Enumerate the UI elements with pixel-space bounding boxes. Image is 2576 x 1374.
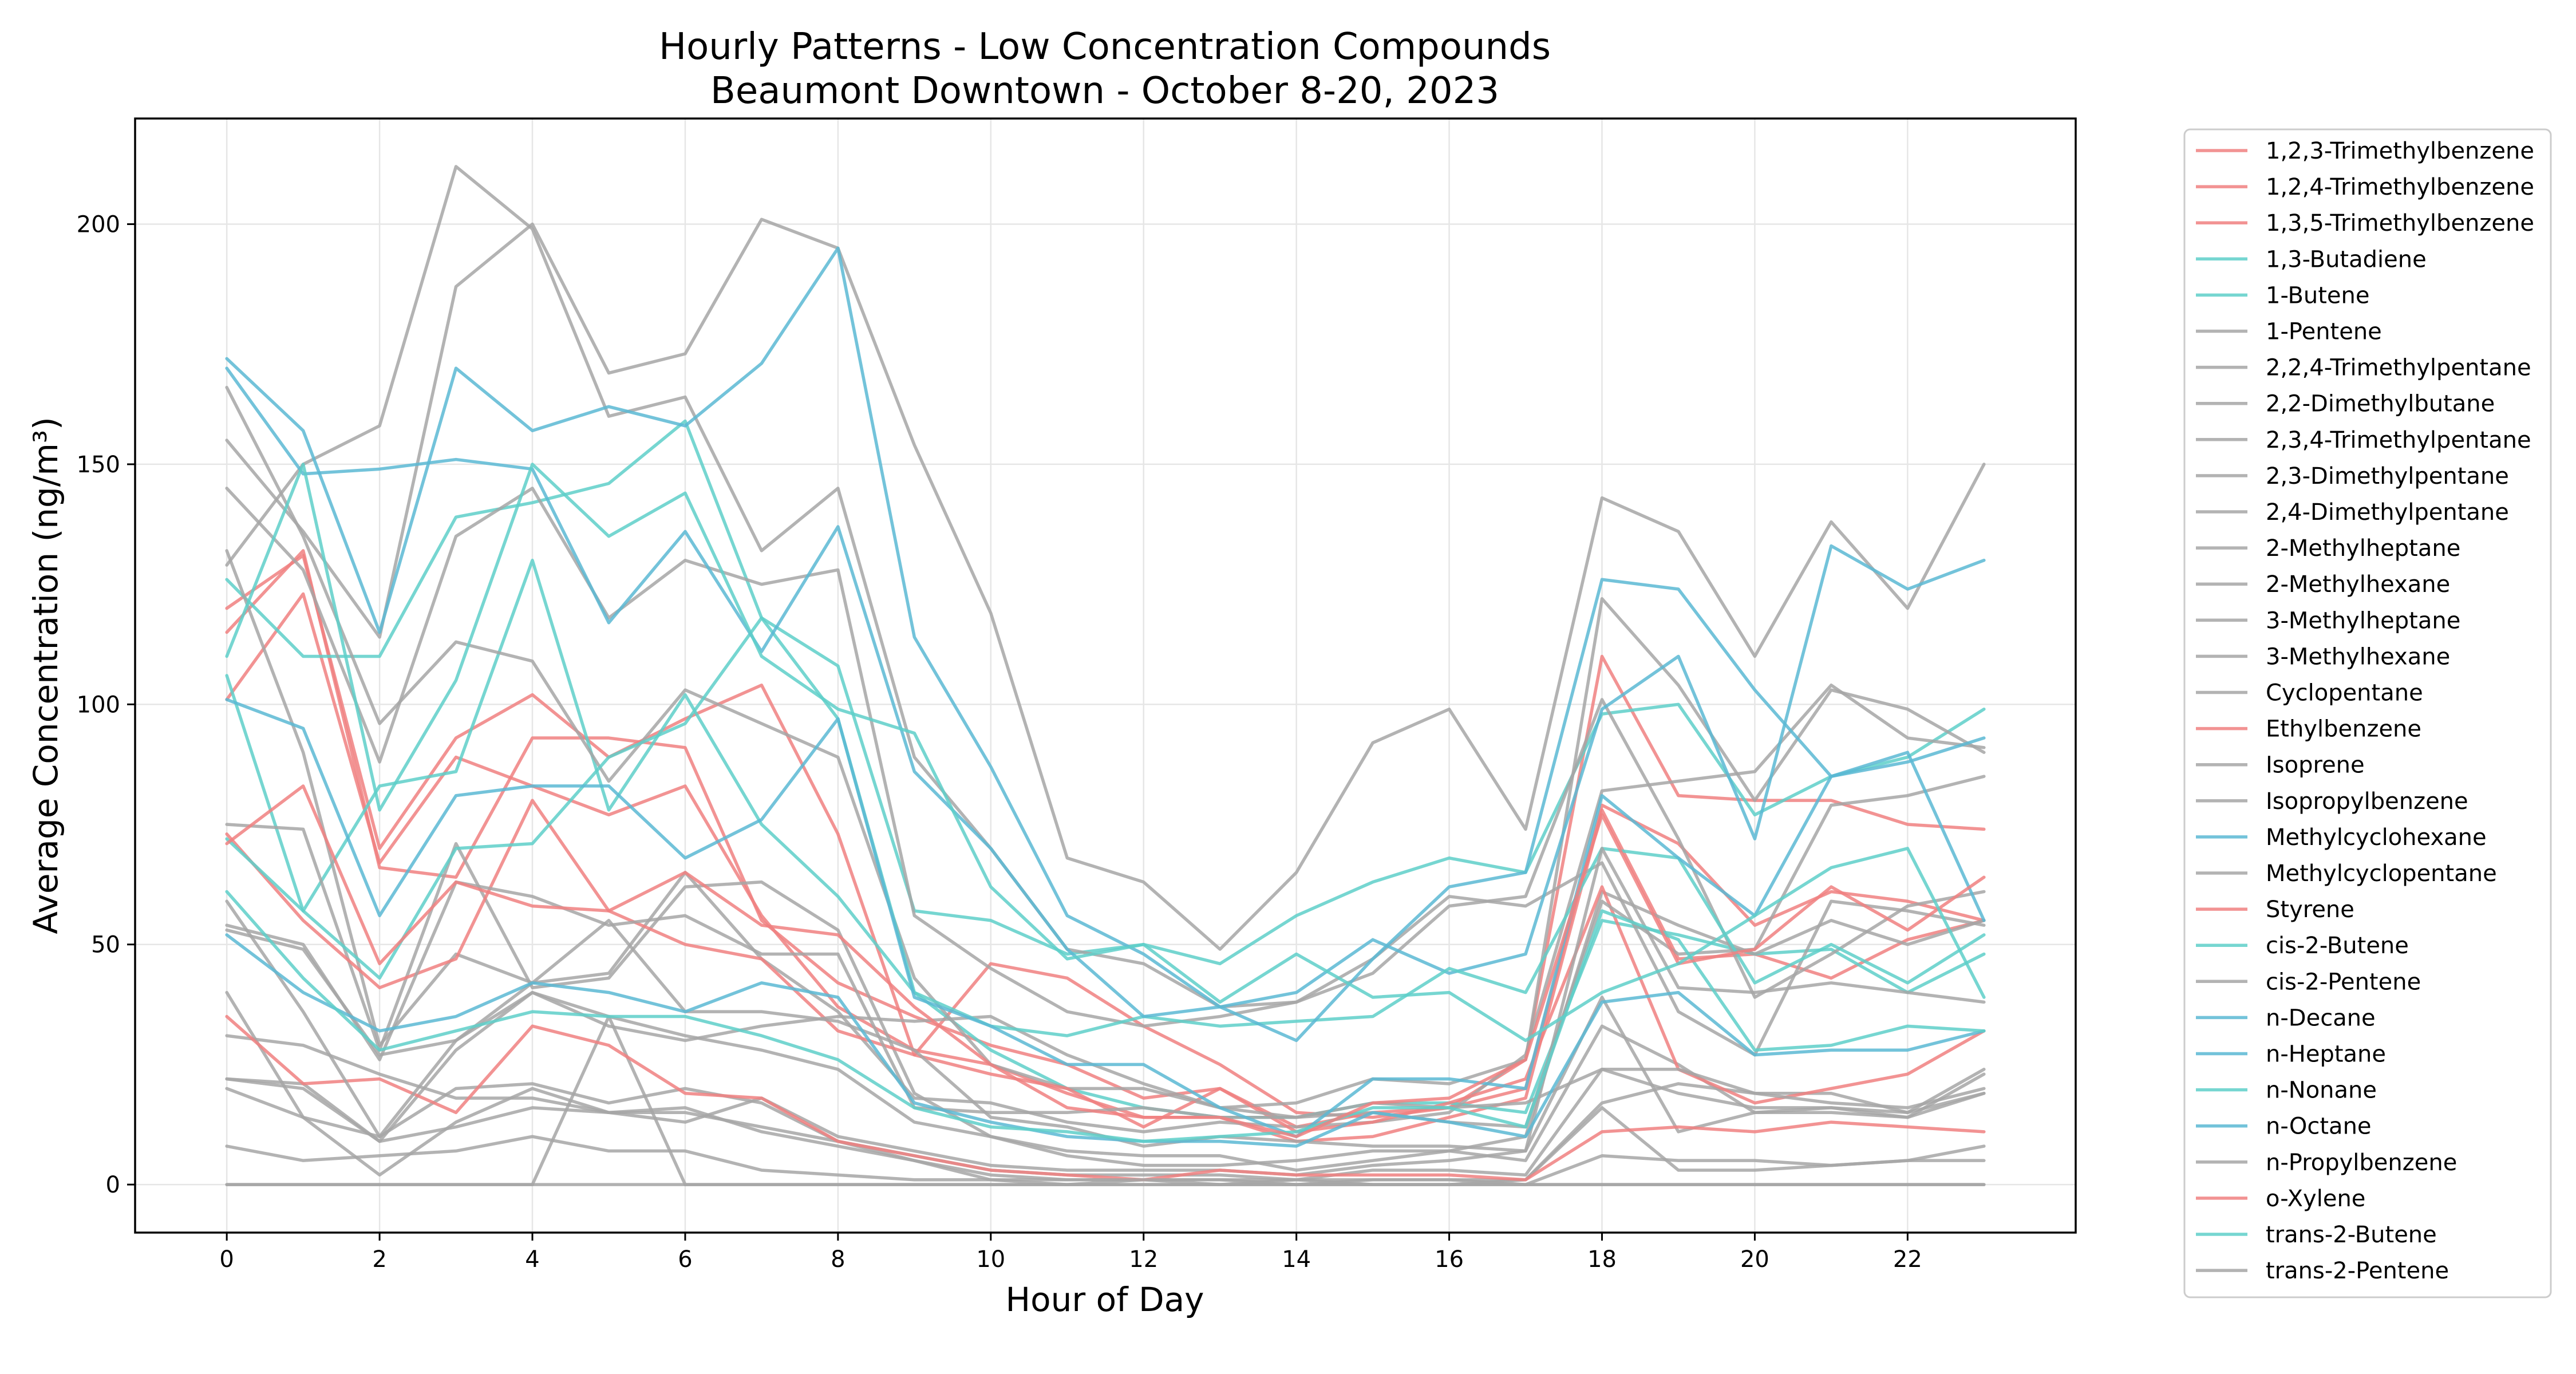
series-line-27 (225, 890, 1986, 1143)
series-line-22 (225, 1014, 1986, 1182)
legend-entry: 1-Pentene (2266, 319, 2382, 345)
series-line-1 (225, 554, 1986, 1119)
series-line-28 (225, 366, 1986, 1043)
series-line-10 (225, 823, 1986, 1172)
series-line-4 (225, 419, 1986, 966)
legend-frame (2183, 128, 2552, 1298)
y-axis-ticks: 0 50 100 150 200 (77, 212, 135, 1198)
legend-entry: Cyclopentane (2266, 680, 2423, 706)
y-tick-label: 50 (91, 932, 120, 958)
legend-entry: n-Nonane (2266, 1077, 2377, 1104)
legend: 1,2,3-Trimethylbenzene 1,2,4-Trimethylben… (2183, 128, 2552, 1298)
y-tick-label: 150 (77, 452, 120, 478)
x-tick-label: 10 (976, 1246, 1005, 1273)
legend-entry: 2-Methylhexane (2266, 571, 2450, 598)
chart-subtitle: Beaumont Downtown - October 8-20, 2023 (710, 70, 1499, 112)
legend-entry: Isoprene (2266, 752, 2365, 779)
legend-entry: n-Decane (2266, 1005, 2376, 1031)
series-line-21 (225, 775, 1986, 1129)
series-line-14 (225, 165, 1986, 1057)
x-axis-label: Hour of Day (1005, 1280, 1204, 1319)
series-line-26 (225, 698, 1986, 1138)
series-line-18 (225, 928, 1986, 1119)
series-line-29 (225, 1077, 1986, 1186)
legend-entry: 1,3-Butadiene (2266, 246, 2427, 273)
series-line-2 (225, 549, 1986, 1129)
series-line-30 (225, 784, 1986, 1138)
legend-entry: trans-2-Pentene (2266, 1258, 2449, 1284)
legend-entry: Methylcyclopentane (2266, 860, 2497, 887)
legend-entry: Styrene (2266, 897, 2354, 923)
x-tick-label: 8 (831, 1246, 845, 1273)
legend-entry: Isopropylbenzene (2266, 788, 2468, 815)
series-line-19 (225, 1034, 1986, 1182)
legend-entry: n-Octane (2266, 1114, 2372, 1140)
y-tick-label: 0 (106, 1172, 120, 1198)
legend-entry: 1,2,4-Trimethylbenzene (2266, 174, 2534, 200)
legend-entry: o-Xylene (2266, 1186, 2365, 1212)
legend-entry: 2,2-Dimethylbutane (2266, 391, 2495, 417)
x-axis-ticks: 0 2 4 6 8 10 12 14 16 18 20 22 (219, 1233, 1922, 1273)
x-tick-label: 16 (1435, 1246, 1464, 1273)
x-tick-label: 14 (1282, 1246, 1311, 1273)
series-line-23 (225, 616, 1986, 1037)
legend-entry: 1,2,3-Trimethylbenzene (2266, 138, 2534, 164)
legend-entry: cis-2-Butene (2266, 933, 2409, 959)
legend-entry: n-Propylbenzene (2266, 1150, 2457, 1176)
series-line-9 (225, 990, 1986, 1186)
legend-entry: 1-Butene (2266, 282, 2370, 309)
x-tick-label: 2 (372, 1246, 386, 1273)
series-line-5 (225, 558, 1986, 1119)
series-line-31 (225, 463, 1986, 1043)
legend-entry: Methylcyclohexane (2266, 824, 2487, 851)
series-line-25 (225, 933, 1986, 1148)
series-line-20 (225, 246, 1986, 1009)
plot-series (225, 165, 1986, 1186)
x-tick-label: 6 (678, 1246, 692, 1273)
series-line-7 (225, 385, 1986, 1110)
legend-entry: trans-2-Butene (2266, 1222, 2437, 1248)
y-tick-label: 200 (77, 212, 120, 238)
legend-entry: Ethylbenzene (2266, 716, 2421, 743)
legend-entry: 3-Methylheptane (2266, 607, 2460, 634)
legend-entry: cis-2-Pentene (2266, 969, 2421, 995)
legend-entry: 2,3,4-Trimethylpentane (2266, 427, 2531, 453)
x-tick-label: 12 (1129, 1246, 1158, 1273)
x-tick-label: 4 (525, 1246, 539, 1273)
legend-entry: n-Heptane (2266, 1041, 2386, 1068)
y-axis-label: Average Concentration (ng/m³) (26, 417, 65, 934)
legend-entry: 2,3-Dimethylpentane (2266, 463, 2509, 489)
legend-entry: 2,2,4-Trimethylpentane (2266, 355, 2531, 381)
series-line-12 (225, 218, 1986, 951)
legend-entry: 1,3,5-Trimethylbenzene (2266, 210, 2534, 236)
x-tick-label: 20 (1740, 1246, 1769, 1273)
series-line-13 (225, 549, 1986, 1134)
legend-entry: 2-Methylheptane (2266, 535, 2460, 562)
y-tick-label: 100 (77, 692, 120, 718)
chart-title: Hourly Patterns - Low Concentration Comp… (659, 26, 1551, 68)
x-tick-label: 18 (1587, 1246, 1617, 1273)
legend-entry: 3-Methylhexane (2266, 643, 2450, 670)
x-tick-label: 0 (219, 1246, 234, 1273)
plot-frame (134, 117, 2077, 1234)
legend-entry: 2,4-Dimethylpentane (2266, 499, 2509, 526)
x-tick-label: 22 (1893, 1246, 1922, 1273)
